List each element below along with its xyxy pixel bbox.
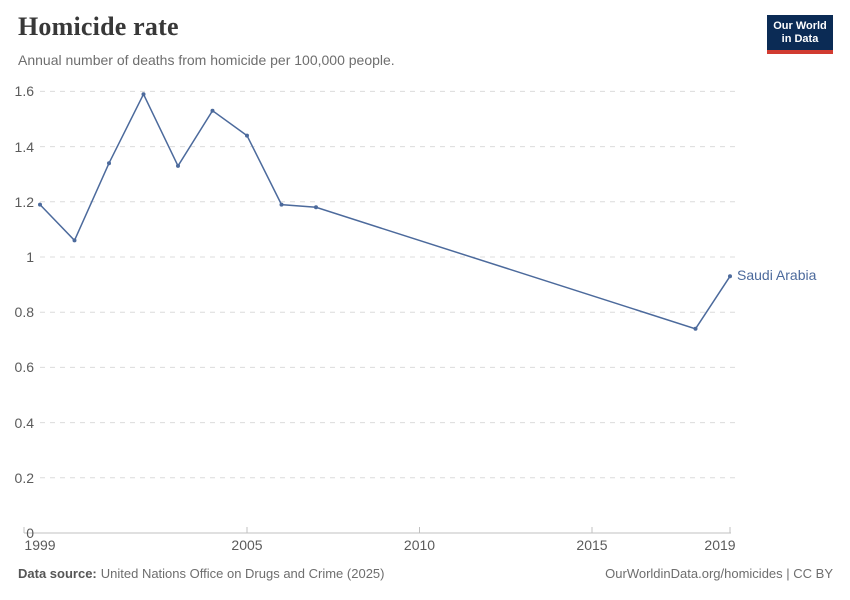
chart-footer: Data source: United Nations Office on Dru…: [18, 566, 833, 581]
y-tick-label: 1.2: [14, 193, 34, 210]
y-tick-label: 1: [26, 249, 34, 265]
data-point[interactable]: [245, 133, 249, 138]
data-point[interactable]: [38, 202, 42, 207]
chart-subtitle: Annual number of deaths from homicide pe…: [18, 52, 395, 68]
data-point[interactable]: [176, 163, 180, 168]
owid-logo-line1: Our World: [773, 20, 827, 32]
y-tick-label: 0.6: [14, 359, 34, 376]
owid-logo[interactable]: Our World in Data: [767, 15, 833, 54]
y-tick-label: 1.6: [14, 83, 34, 100]
data-point[interactable]: [72, 238, 77, 243]
data-point[interactable]: [693, 326, 698, 331]
data-source-text: United Nations Office on Drugs and Crime…: [100, 566, 385, 581]
y-tick-label: 0.2: [14, 469, 34, 486]
y-tick-label: 1.4: [14, 138, 34, 155]
series-line[interactable]: [39, 92, 731, 330]
y-tick-label: 0: [26, 525, 34, 541]
owid-logo-line2: in Data: [781, 33, 819, 45]
data-point[interactable]: [210, 108, 215, 113]
x-tick-label: 1999: [24, 537, 56, 553]
data-source-label: Data source:: [18, 566, 97, 581]
data-point[interactable]: [728, 274, 732, 279]
data-point[interactable]: [279, 202, 284, 207]
y-tick-label: 0.4: [14, 414, 34, 431]
chart-title: Homicide rate: [18, 12, 179, 41]
series-label[interactable]: Saudi Arabia: [737, 267, 817, 284]
x-tick-label: 2005: [231, 537, 263, 553]
footer-link[interactable]: OurWorldinData.org/homicides | CC BY: [605, 566, 833, 581]
line-chart[interactable]: [0, 0, 850, 560]
x-tick-label: 2015: [576, 537, 608, 553]
data-point[interactable]: [107, 161, 111, 166]
y-tick-label: 0.8: [14, 304, 34, 321]
x-tick-label: 2010: [403, 537, 436, 553]
data-source: Data source: United Nations Office on Dru…: [18, 566, 384, 581]
x-tick-label: 2019: [704, 537, 736, 553]
data-point[interactable]: [141, 92, 146, 97]
data-point[interactable]: [314, 205, 318, 210]
